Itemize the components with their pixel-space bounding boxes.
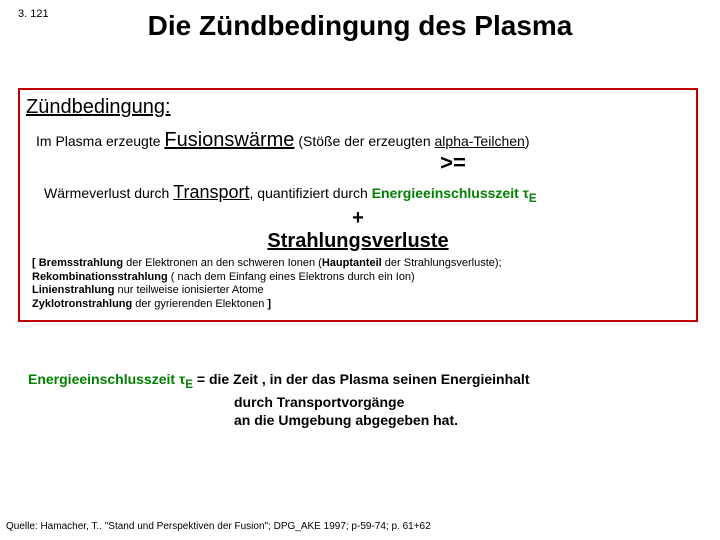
text: ) — [525, 133, 530, 149]
details-block: [ Bremsstrahlung der Elektronen an den s… — [32, 257, 690, 312]
line-transport: Wärmeverlust durch Transport, quantifizi… — [44, 182, 690, 205]
text: Wärmeverlust durch — [44, 185, 173, 201]
text: ] — [267, 298, 271, 310]
text: Hauptanteil — [322, 257, 382, 269]
def-line3: an die Umgebung abgegeben hat. — [234, 411, 529, 430]
source-citation: Quelle: Hamacher, T.. "Stand und Perspek… — [6, 521, 431, 532]
line-fusion: Im Plasma erzeugte Fusionswärme (Stöße d… — [36, 129, 690, 152]
text: Im Plasma erzeugte — [36, 133, 164, 149]
gte-symbol: >= — [216, 150, 690, 176]
text: der Strahlungsverluste); — [382, 257, 502, 269]
transport-word: Transport — [173, 182, 249, 202]
detail-rekomb: Rekombinationsstrahlung ( nach dem Einfa… — [32, 271, 690, 285]
text: [ — [32, 257, 39, 269]
text: = die Zeit , in der das Plasma seinen En… — [193, 371, 530, 387]
text: der Elektronen an den schweren Ionen ( — [123, 257, 322, 269]
text: Rekombinationsstrahlung — [32, 271, 168, 283]
def-line2: durch Transportvorgänge — [234, 393, 529, 412]
def-line1: Energieeinschlusszeit τE = die Zeit , in… — [28, 370, 529, 393]
strahlung-heading: Strahlungsverluste — [26, 230, 690, 253]
text: (Stöße der erzeugten — [294, 133, 434, 149]
text: nur teilweise ionisierter Atome — [115, 284, 264, 296]
fusion-word: Fusionswärme — [164, 129, 294, 151]
text: Linienstrahlung — [32, 284, 115, 296]
content-box: Zündbedingung: Im Plasma erzeugte Fusion… — [18, 88, 698, 322]
text: der gyrierenden Elektonen — [132, 298, 267, 310]
alpha-word: alpha-Teilchen — [435, 133, 525, 149]
tau-e: Energieeinschlusszeit τE — [372, 185, 537, 201]
text: Bremsstrahlung — [39, 257, 123, 269]
plus-symbol: + — [26, 207, 690, 230]
detail-zyklo: Zyklotronstrahlung der gyrierenden Elekt… — [32, 298, 690, 312]
section-heading: Zündbedingung: — [26, 96, 690, 119]
page-title: Die Zündbedingung des Plasma — [0, 10, 720, 42]
text: , quantifiziert durch — [250, 185, 372, 201]
tau-e-def: Energieeinschlusszeit τE — [28, 371, 193, 387]
definition-block: Energieeinschlusszeit τE = die Zeit , in… — [28, 370, 529, 430]
detail-linien: Linienstrahlung nur teilweise ionisierte… — [32, 284, 690, 298]
text: Zyklotronstrahlung — [32, 298, 132, 310]
detail-brems: [ Bremsstrahlung der Elektronen an den s… — [32, 257, 690, 271]
text: ( nach dem Einfang eines Elektrons durch… — [168, 271, 415, 283]
